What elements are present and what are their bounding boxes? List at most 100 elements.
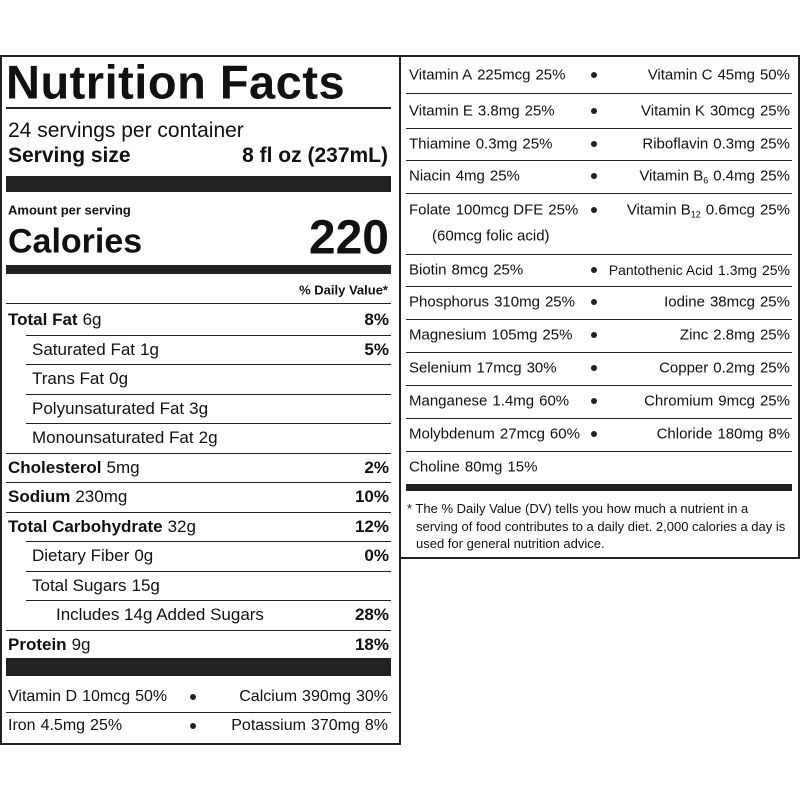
vitamin-name: Chloride [656,425,713,443]
bullet [591,108,597,114]
nutrient-name: Trans Fat [32,369,105,388]
nutrient-amount: 2g [198,428,218,447]
nutrient-row: Includes 14g Added Sugars [56,605,264,625]
vitamin-amount: 105mg [491,326,538,344]
vitamin-item: Choline 80mg 15% [409,459,537,476]
dv-header: % Daily Value* [299,282,388,298]
vitamin-panel [399,55,800,559]
vitamin-amount: 180mg [717,425,764,443]
vitamin-item: Riboflavin 0.3mg 25% [642,136,790,153]
vitamin-dv: 60% [539,392,570,410]
vitamin-dv: 25% [493,261,524,279]
nutrient-row: Polyunsaturated Fat 3g [32,399,208,419]
nutrient-row: Total Fat 6g [8,310,102,330]
vitamin-amount: 370mg [310,717,360,734]
vitamin-name: Vitamin C [647,66,713,84]
vitamin-amount: 80mg [464,458,503,476]
vitamin-dv: 8% [768,425,790,443]
nutrient-name: Saturated Fat [32,339,136,359]
nutrient-amount: 3g [189,398,209,418]
nutrient-name: Protein [8,634,67,654]
vitamin-dv: 25% [544,293,575,311]
vitamin-amount: 27mcg [499,425,545,443]
bullet [190,723,196,729]
vitamin-dv: 50% [759,66,790,84]
vitamin-dv: 15% [507,458,538,476]
rule [26,600,391,601]
bullet [591,365,597,371]
vitamin-name: Vitamin D [8,688,78,705]
vitamin-name: Choline [409,458,460,476]
rule [6,107,391,109]
thick-rule [6,265,391,274]
vitamin-name: Thiamine [409,135,471,153]
rule [26,393,391,395]
vitamin-amount: 8mcg [451,261,489,279]
nutrient-dv: 28% [354,605,389,624]
nutrient-name: Total Carbohydrate [8,516,163,536]
vitamin-dv: 25% [759,102,790,120]
vitamin-amount: 10mcg [82,688,131,705]
vitamin-name: Vitamin E [409,102,473,120]
vitamin-name: Biotin [409,261,447,279]
thick-rule [6,658,391,676]
vitamin-item: Calcium 390mg 30% [239,688,388,706]
vitamin-dv: 25% [759,293,790,311]
vitamin-dv: 25% [759,359,790,377]
vitamin-item: Phosphorus 310mg 25% [409,294,575,311]
vitamin-name: Chromium [644,392,714,410]
vitamin-amount: 4.5mg [40,717,86,734]
nutrient-dv: 10% [354,487,389,506]
vitamin-amount: 390mg [302,688,351,705]
nutrient-amount: 5mg [106,457,140,477]
vitamin-item: Niacin 4mg 25% [409,168,520,185]
rule [406,384,792,386]
vitamin-amount: 0.6mcg [705,201,755,219]
thick-rule [406,484,792,491]
vitamin-item: Iodine 38mcg 25% [664,294,790,311]
vitamin-dv: 30% [355,688,388,705]
vitamin-amount: 17mcg [476,359,522,377]
vitamin-name: Manganese [409,392,488,410]
vitamin-item: Pantothenic Acid 1.3mg 25% [609,262,790,278]
vitamin-name: Riboflavin [642,135,709,153]
nutrient-amount: 32g [167,516,196,536]
vitamin-item: Copper 0.2mg 25% [659,360,790,377]
vitamin-amount: 0.3mg [475,135,518,153]
nutrient-row: Total Carbohydrate 32g [8,517,196,537]
bullet [591,299,597,305]
vitamin-amount: 100mcg DFE [455,201,544,219]
vitamin-item: Folate 100mcg DFE 25% [409,202,578,219]
rule [406,450,792,452]
bullet [591,72,597,78]
vitamin-dv: 25% [489,167,520,185]
rule [406,193,792,194]
rule [406,286,792,287]
vitamin-amount: 0.2mg [713,359,755,377]
bullet [591,398,597,404]
rule [406,160,792,161]
vitamin-item: Iron 4.5mg 25% [8,717,122,735]
vitamin-dv: 25% [759,326,790,344]
vitamin-amount: 0.3mg [713,135,755,153]
vitamin-note: (60mcg folic acid) [432,227,550,245]
rule [26,423,391,424]
thick-rule [6,176,391,192]
vitamin-name: Selenium [409,359,472,377]
rule [6,711,391,713]
vitamin-item: Chromium 9mcg 25% [644,393,790,410]
nutrient-dv: 0% [364,546,389,565]
vitamin-item: Zinc 2.8mg 25% [680,327,790,344]
vitamin-subscript: 6 [703,175,709,186]
vitamin-dv: 25% [759,135,790,153]
nutrient-amount: 1g [140,339,159,359]
vitamin-dv: 25% [761,262,790,278]
vitamin-item: Potassium 370mg 8% [231,717,388,735]
bullet [591,207,597,213]
nutrient-amount: 230mg [75,487,128,506]
vitamin-name: Zinc [679,326,709,344]
rule [26,334,391,336]
vitamin-item: Vitamin A 225mcg 25% [409,67,566,84]
vitamin-name: Vitamin B [626,201,691,219]
rule [6,629,391,631]
